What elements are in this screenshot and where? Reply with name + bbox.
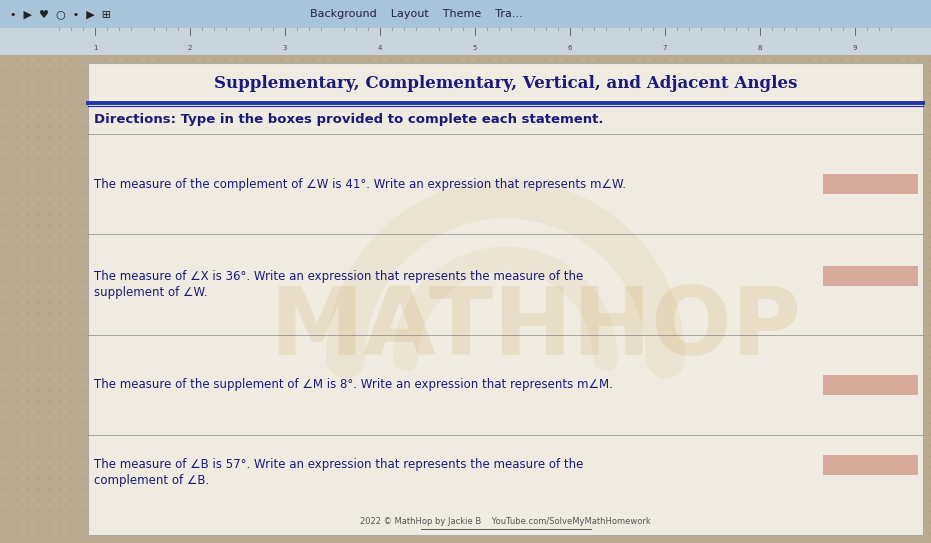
Text: Directions: Type in the boxes provided to complete each statement.: Directions: Type in the boxes provided t… [94,113,603,127]
Bar [823,267,918,286]
Text: 8: 8 [758,45,762,51]
Text: The measure of the supplement of ∠M is 8°. Write an expression that represents m: The measure of the supplement of ∠M is 8… [94,378,613,391]
Bar [0,0,931,28]
Text: 2022 © MathHop by Jackie B    YouTube.com/SolveMyMathHomework: 2022 © MathHop by Jackie B YouTube.com/S… [360,516,651,526]
Text: 1: 1 [93,45,97,51]
Text: 4: 4 [378,45,383,51]
Bar [823,455,918,475]
Text: The measure of the complement of ∠W is 41°. Write an expression that represents : The measure of the complement of ∠W is 4… [94,178,626,191]
Text: 5: 5 [473,45,478,51]
Text: 6: 6 [568,45,573,51]
Text: MATHHOP: MATHHOP [270,283,802,375]
Text: 3: 3 [283,45,288,51]
Text: Background    Layout    Theme    Tra...: Background Layout Theme Tra... [310,9,522,19]
Text: 2: 2 [188,45,192,51]
Bar [0,28,931,55]
Text: 7: 7 [663,45,668,51]
Bar [0,55,931,543]
Bar [823,174,918,194]
Text: supplement of ∠W.: supplement of ∠W. [94,286,208,299]
Text: The measure of ∠X is 36°. Write an expression that represents the measure of the: The measure of ∠X is 36°. Write an expre… [94,270,583,283]
Text: •  ▶  ♥  ○  •  ▶  ⊞: • ▶ ♥ ○ • ▶ ⊞ [10,9,111,19]
Bar [823,375,918,395]
Text: Supplementary, Complementary, Vertical, and Adjacent Angles: Supplementary, Complementary, Vertical, … [214,74,797,92]
Bar [88,63,923,535]
Text: complement of ∠B.: complement of ∠B. [94,475,209,488]
Text: 9: 9 [853,45,857,51]
Text: The measure of ∠B is 57°. Write an expression that represents the measure of the: The measure of ∠B is 57°. Write an expre… [94,458,584,471]
